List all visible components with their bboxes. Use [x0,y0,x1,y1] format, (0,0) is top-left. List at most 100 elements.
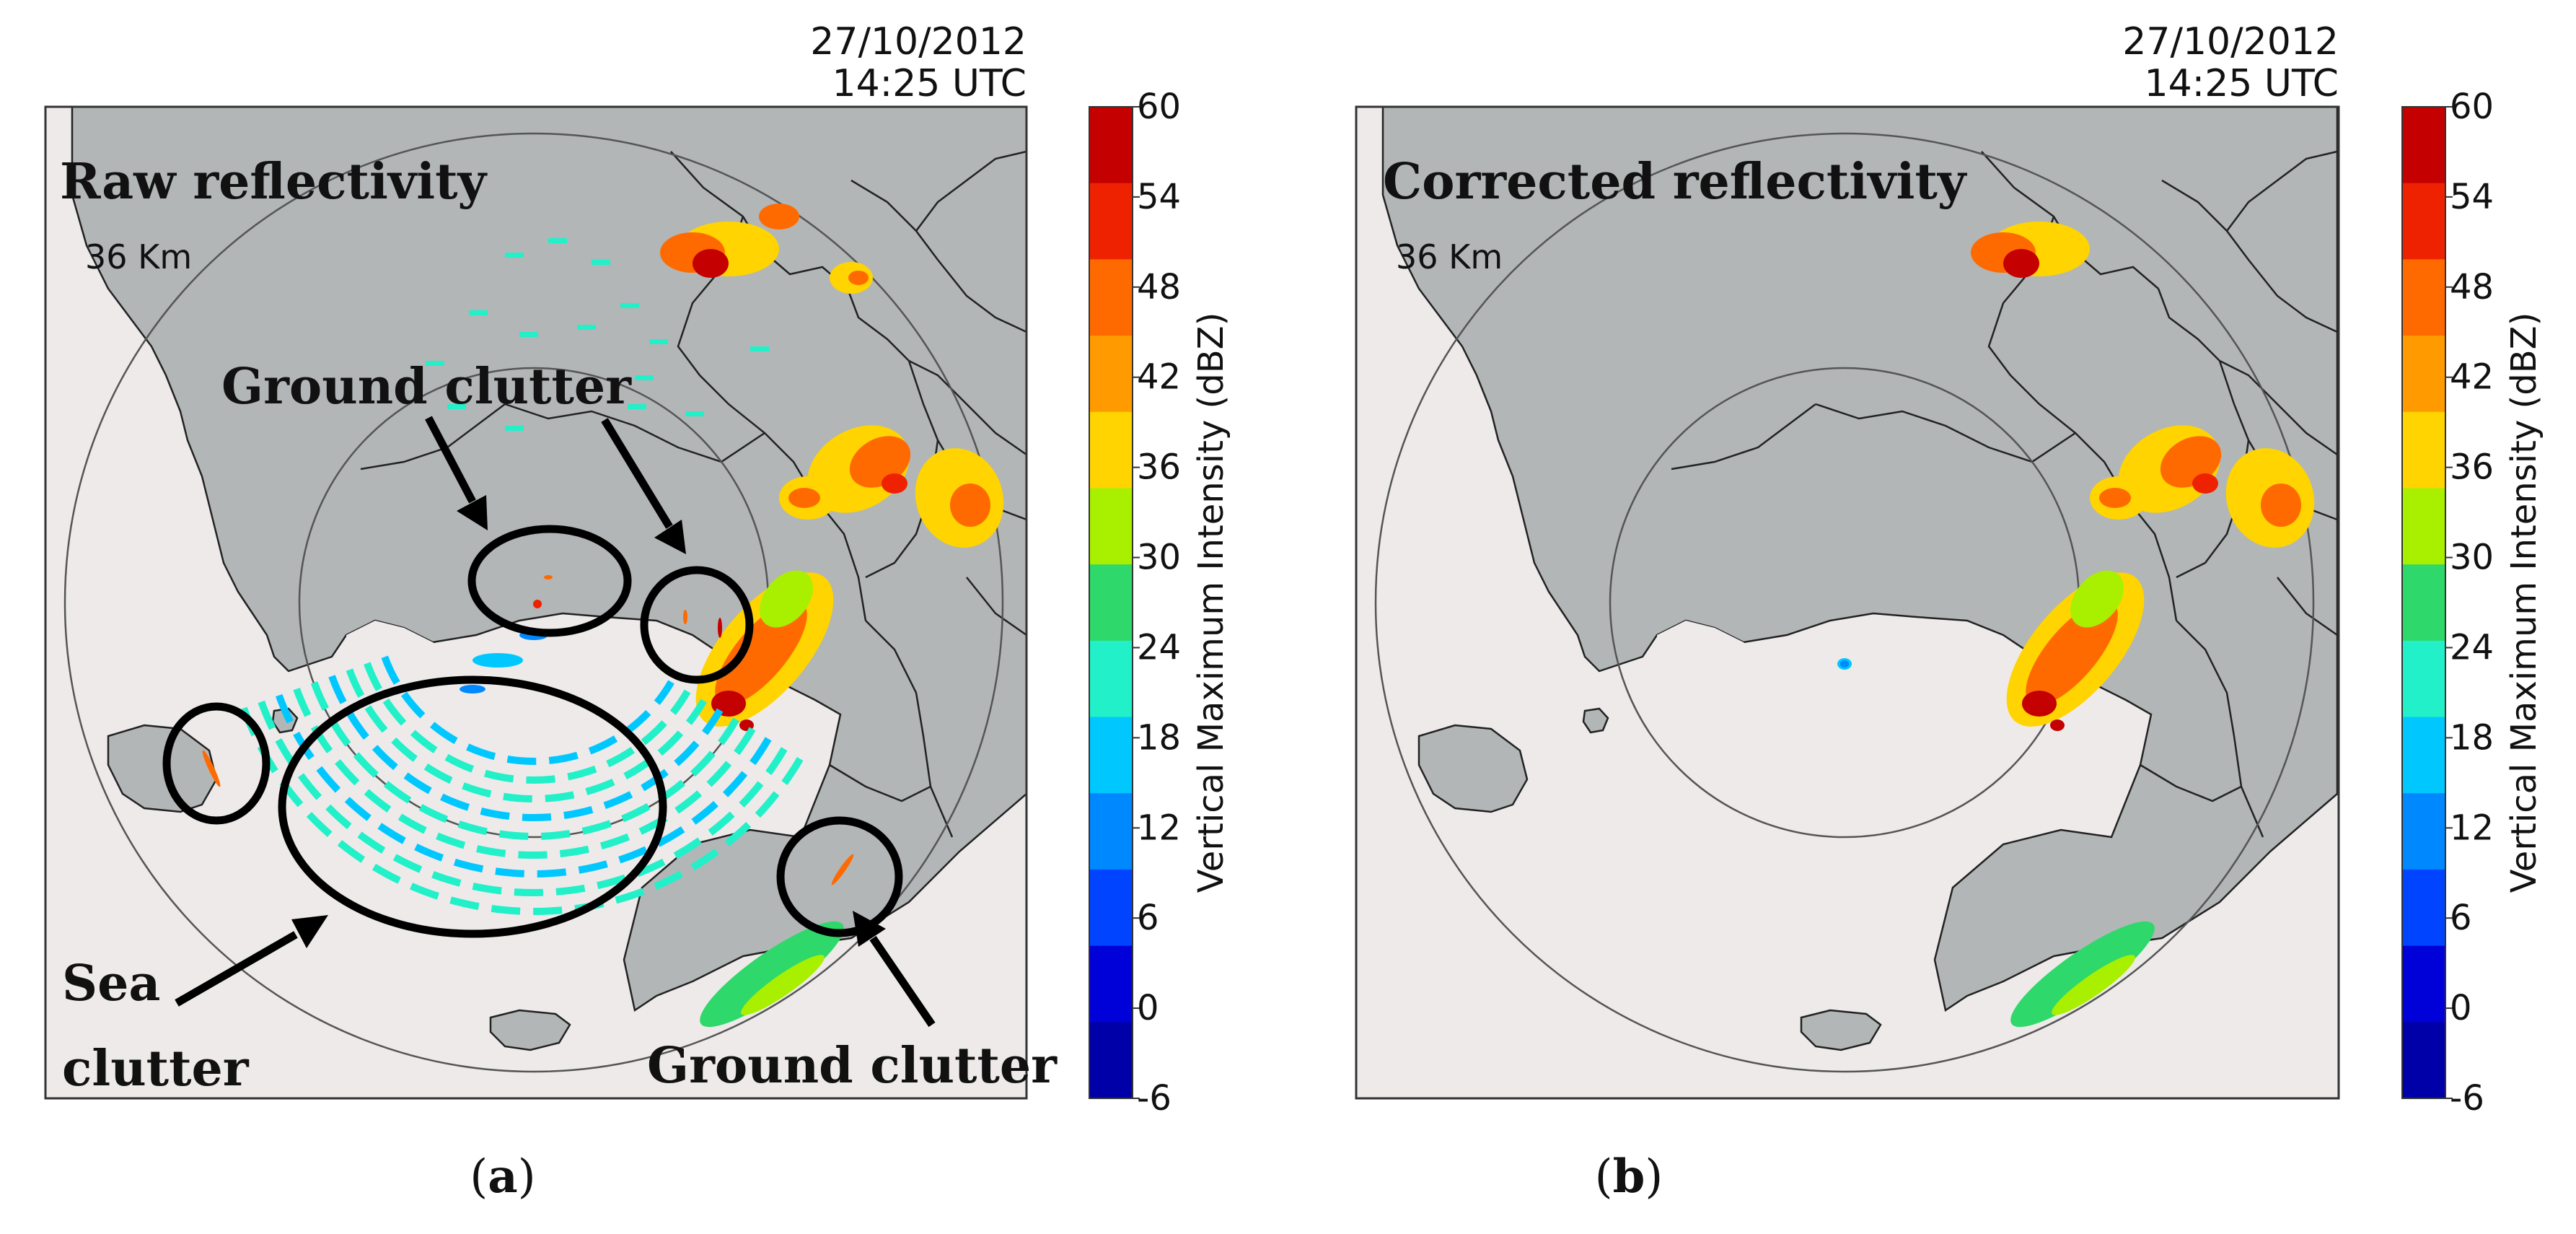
colorbar-tick-label-a: 30 [1137,538,1181,578]
echo-speckle-a [505,253,524,258]
echo-sea-clutter-a [293,687,756,859]
echo-a [788,488,820,508]
echo-a [741,955,825,1015]
label-ground-clutter-bottom: Ground clutter [647,1037,1058,1095]
echo-a [683,610,687,624]
colorbar-swatch-a [1089,869,1133,947]
arrow-ground-clutter-left-head [457,495,488,530]
colorbar-tick-label-a: 6 [1137,898,1159,938]
colorbar-swatch-b [2402,869,2445,947]
colorbar-tick-label-a: 0 [1137,988,1159,1028]
colorbar-tick-label-b: 54 [2450,177,2494,217]
echoes-b [1837,222,2315,1028]
echo-a [544,575,553,579]
echo-a [760,570,813,628]
arrow-ground-clutter-bottom-head [853,911,886,947]
clutter-markings-a [162,525,903,938]
echo-a [693,249,729,278]
arrow-ground-clutter-right-head [654,520,686,554]
echo-sea-clutter-a [240,706,804,915]
colorbar-outline-b [2401,106,2446,1099]
colorbar-swatch-a [1089,717,1133,794]
colorbar-tick-label-a: 24 [1137,627,1181,668]
colorbar-tick-label-b: 24 [2450,627,2494,668]
colorbar-swatch-a [1089,183,1133,260]
echo-speckle-a [620,303,639,308]
timestamp-date-b: 27/10/2012 [2122,20,2339,64]
landmass-a [71,107,1027,1051]
echo-sea-clutter-a [346,668,707,802]
caption-a: (a) [470,1150,535,1204]
echo-a [700,921,844,1028]
echo-speckle-a [426,361,444,366]
timestamp-time-b: 14:25 UTC [2145,62,2339,105]
colorbar-swatch-a [1089,411,1133,489]
echo-speckle-a [649,339,668,344]
echo-speckle-a [505,426,524,431]
colorbar-tick-label-b: 6 [2450,898,2472,938]
echo-sea-clutter-a [364,662,691,784]
echo-speckle-a [635,375,654,380]
echo-a [472,653,523,668]
colorbar-tick-label-b: 42 [2450,357,2494,398]
colorbar-swatch-a [1089,336,1133,413]
colorbar-swatch-b [2402,640,2445,718]
panel-b: 27/10/2012 14:25 UTC [1355,20,2544,1204]
colorbar-swatch-a [1089,793,1133,870]
echo-b [2261,483,2301,527]
colorbar-swatch-b [2402,717,2445,794]
arrow-ground-clutter-left [425,416,476,504]
landmass-b [1381,107,2339,1051]
arrow-sea-clutter [175,931,298,1007]
echo-a [950,483,990,527]
colorbar-tick-label-a: 60 [1137,87,1181,127]
colorbar-tick-label-b: 12 [2450,808,2494,848]
label-sea-clutter-line1: Sea [62,955,160,1012]
timestamp-date-a: 27/10/2012 [810,20,1027,64]
label-ground-clutter-top: Ground clutter [221,358,632,416]
colorbar-tick-label-a: 36 [1137,447,1181,488]
echo-speckle-a [519,332,538,337]
colorbar-swatch-a [1089,640,1133,718]
colorbar-swatch-b [2402,945,2445,1023]
echo-a [460,685,485,693]
echo-speckle-a [577,325,596,330]
echo-a [848,271,869,285]
echo-a [202,750,221,787]
panel-title-a: Raw reflectivity [60,153,488,211]
colorbar-swatch-b [2402,411,2445,489]
map-frame-b [1355,105,2340,1100]
arrow-ground-clutter-right [601,418,673,529]
colorbar-tick-label-b: 48 [2450,267,2494,307]
range-ring-outer-a [63,132,1004,1073]
ground-clutter-circle-right [640,566,754,684]
echo-b [2003,249,2039,278]
colorbar-swatch-a [1089,488,1133,565]
echo-a [718,618,722,638]
echo-speckle-a [469,310,488,315]
colorbar-swatch-a [1089,107,1133,184]
colorbar-tick-label-a: 18 [1137,717,1181,758]
ground-clutter-circle-center [467,525,632,637]
timestamp-time-a: 14:25 UTC [832,62,1027,105]
colorbar-swatch-b [2402,183,2445,260]
range-label-b: 36 Km [1396,237,1503,276]
colorbar-swatch-b [2402,336,2445,413]
echo-sea-clutter-a [381,655,674,765]
colorbar-tick-label-a: -6 [1137,1078,1171,1119]
colorbar-tick-label-b: 36 [2450,447,2494,488]
range-label-a: 36 Km [85,237,192,276]
echo-speckle-a [548,238,567,243]
colorbar-swatch-a [1089,564,1133,642]
colorbar-swatch-b [2402,1022,2445,1099]
colorbar-tick-label-b: 30 [2450,538,2494,578]
colorbar-tick-label-a: 42 [1137,357,1181,398]
colorbar-tick-label-a: 54 [1137,177,1181,217]
annotation-arrows-a [175,416,936,1028]
echo-sea-clutter-a [275,693,772,878]
colorbar-swatch-b [2402,564,2445,642]
colorbar-tick-label-b: 18 [2450,717,2494,758]
echo-a [759,204,799,229]
colorbar-swatch-a [1089,945,1133,1023]
